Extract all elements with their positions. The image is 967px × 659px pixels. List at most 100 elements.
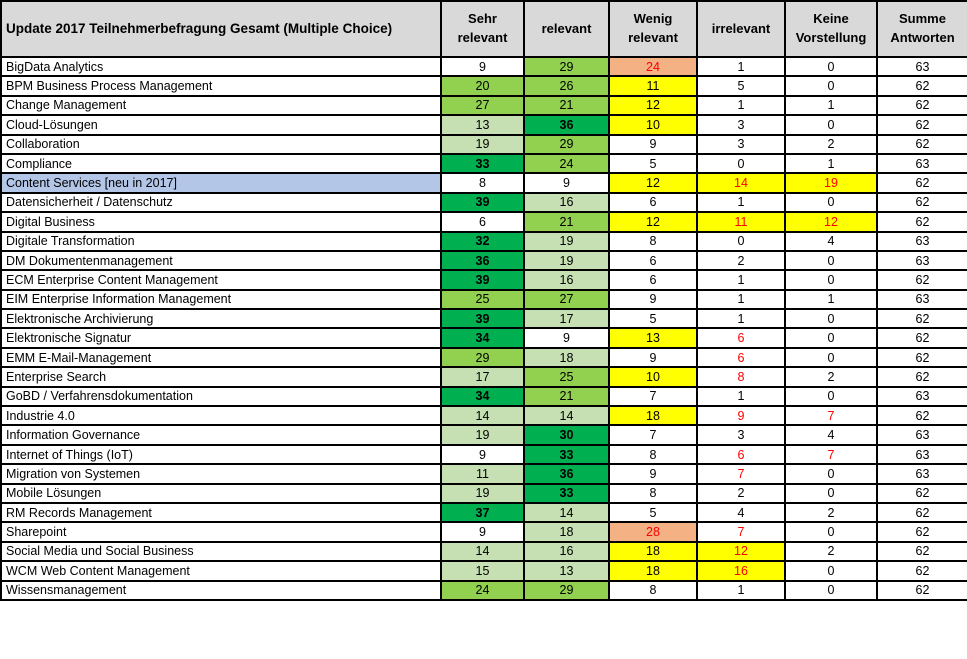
sum-cell: 62: [876, 501, 967, 524]
value-cell: 7: [784, 405, 878, 427]
value-cell: 26: [523, 75, 610, 97]
sum-cell: 62: [876, 269, 967, 291]
value-cell: 34: [440, 327, 525, 349]
value-cell: 14: [523, 405, 610, 427]
table-row: DM Dokumentenmanagement 36 19 6 2 0 63: [0, 249, 967, 272]
table-row: Wissensmanagement 24 29 8 1 0 62: [0, 579, 967, 601]
value-cell: 1: [784, 94, 878, 117]
survey-results-table: Update 2017 Teilnehmerbefragung Gesamt (…: [0, 0, 967, 601]
sum-cell: 62: [876, 327, 967, 349]
sum-cell: 62: [876, 308, 967, 330]
value-cell: 6: [608, 249, 698, 272]
table-row: Datensicherheit / Datenschutz 39 16 6 1 0 62: [0, 191, 967, 214]
sum-cell: 63: [876, 424, 967, 446]
sum-cell: 62: [876, 346, 967, 369]
value-cell: 9: [696, 405, 786, 427]
value-cell: 5: [696, 75, 786, 97]
value-cell: 2: [784, 133, 878, 155]
value-cell: 0: [784, 191, 878, 214]
value-cell: 8: [608, 482, 698, 505]
value-cell: 16: [523, 191, 610, 214]
value-cell: 33: [440, 152, 525, 175]
value-cell: 33: [523, 482, 610, 505]
sum-cell: 62: [876, 211, 967, 233]
value-cell: 6: [608, 191, 698, 214]
table-row: Elektronische Archivierung 39 17 5 1 0 62: [0, 308, 967, 330]
value-cell: 3: [696, 133, 786, 155]
row-label: Enterprise Search: [0, 366, 442, 388]
table-title: Update 2017 Teilnehmerbefragung Gesamt (…: [0, 0, 442, 58]
row-label: BPM Business Process Management: [0, 75, 442, 97]
value-cell: 9: [440, 55, 525, 78]
row-label: EMM E-Mail-Management: [0, 346, 442, 369]
value-cell: 17: [523, 308, 610, 330]
value-cell: 7: [608, 385, 698, 408]
value-cell: 0: [784, 385, 878, 408]
value-cell: 11: [440, 463, 525, 485]
value-cell: 9: [608, 346, 698, 369]
row-label: GoBD / Verfahrensdokumentation: [0, 385, 442, 408]
row-label: Internet of Things (IoT): [0, 443, 442, 466]
value-cell: 21: [523, 385, 610, 408]
value-cell: 8: [608, 230, 698, 252]
value-cell: 8: [440, 172, 525, 194]
table-row: Enterprise Search 17 25 10 8 2 62: [0, 366, 967, 388]
value-cell: 36: [440, 249, 525, 272]
value-cell: 19: [440, 133, 525, 155]
value-cell: 14: [696, 172, 786, 194]
row-label: Elektronische Archivierung: [0, 308, 442, 330]
value-cell: 32: [440, 230, 525, 252]
value-cell: 8: [696, 366, 786, 388]
value-cell: 13: [523, 560, 610, 582]
value-cell: 9: [440, 443, 525, 466]
sum-cell: 63: [876, 463, 967, 485]
row-label: Compliance: [0, 152, 442, 175]
value-cell: 21: [523, 211, 610, 233]
value-cell: 15: [440, 560, 525, 582]
value-cell: 1: [696, 308, 786, 330]
value-cell: 2: [696, 482, 786, 505]
row-label: Digital Business: [0, 211, 442, 233]
value-cell: 0: [784, 308, 878, 330]
sum-cell: 63: [876, 443, 967, 466]
table-row: Collaboration 19 29 9 3 2 62: [0, 133, 967, 155]
row-label: Industrie 4.0: [0, 405, 442, 427]
table-row: EIM Enterprise Information Management 25 2…: [0, 288, 967, 311]
value-cell: 16: [696, 560, 786, 582]
sum-cell: 63: [876, 55, 967, 78]
value-cell: 30: [523, 424, 610, 446]
value-cell: 0: [784, 560, 878, 582]
row-label: Digitale Transformation: [0, 230, 442, 252]
row-label: Migration von Systemen: [0, 463, 442, 485]
value-cell: 27: [440, 94, 525, 117]
sum-cell: 62: [876, 114, 967, 136]
row-label: Elektronische Signatur: [0, 327, 442, 349]
value-cell: 16: [523, 540, 610, 563]
value-cell: 33: [523, 443, 610, 466]
value-cell: 6: [696, 346, 786, 369]
value-cell: 6: [608, 269, 698, 291]
value-cell: 29: [523, 55, 610, 78]
value-cell: 28: [608, 521, 698, 543]
value-cell: 18: [523, 521, 610, 543]
value-cell: 18: [523, 346, 610, 369]
column-header: relevant: [523, 0, 610, 58]
value-cell: 1: [696, 191, 786, 214]
sum-cell: 62: [876, 94, 967, 117]
sum-cell: 62: [876, 133, 967, 155]
value-cell: 19: [440, 482, 525, 505]
table-header: Update 2017 Teilnehmerbefragung Gesamt (…: [0, 0, 967, 58]
table-row: Cloud-Lösungen 13 36 10 3 0 62: [0, 114, 967, 136]
value-cell: 3: [696, 114, 786, 136]
row-label: ECM Enterprise Content Management: [0, 269, 442, 291]
value-cell: 25: [440, 288, 525, 311]
column-header: Sehr relevant: [440, 0, 525, 58]
row-label: Sharepoint: [0, 521, 442, 543]
sum-cell: 63: [876, 230, 967, 252]
row-label: Datensicherheit / Datenschutz: [0, 191, 442, 214]
table-row: Digitale Transformation 32 19 8 0 4 63: [0, 230, 967, 252]
value-cell: 14: [440, 540, 525, 563]
sum-cell: 63: [876, 249, 967, 272]
value-cell: 20: [440, 75, 525, 97]
value-cell: 19: [523, 249, 610, 272]
